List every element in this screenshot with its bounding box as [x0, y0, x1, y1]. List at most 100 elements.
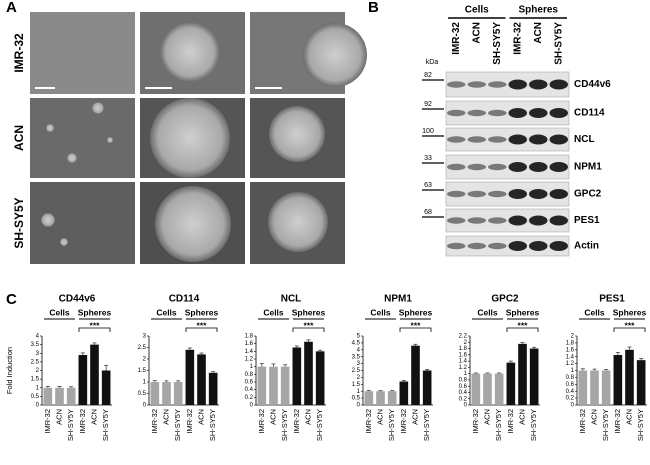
bar: [483, 373, 492, 405]
x-tick-label: IMR-32: [613, 409, 622, 434]
x-tick-label: IMR-32: [364, 409, 373, 434]
band: [549, 108, 568, 118]
group-label: Spheres: [399, 307, 433, 317]
y-tick-label: 5: [357, 334, 361, 340]
western-blot: Cells Spheres IMR-32 ACN SH-SY5Y IMR-32 ACN SH-…: [422, 5, 611, 257]
y-tick-label: 0.4: [566, 389, 575, 395]
band: [529, 241, 548, 251]
x-tick-label: IMR-32: [78, 409, 87, 434]
blot-strip: [445, 71, 570, 98]
y-tick-label: 1: [357, 389, 361, 395]
group-label: Cells: [584, 307, 605, 317]
x-tick-label: IMR-32: [43, 409, 52, 434]
band: [467, 136, 486, 143]
y-tick-label: 1.4: [459, 359, 468, 365]
x-tick-label: SH-SY5Y: [601, 409, 610, 441]
band: [467, 217, 486, 224]
y-tick-label: 2: [571, 334, 575, 340]
group-label: Spheres: [292, 307, 326, 317]
bar: [601, 370, 611, 405]
band: [508, 162, 527, 172]
bar: [636, 360, 646, 405]
kda-marker: 33: [424, 155, 432, 162]
band: [549, 134, 568, 145]
y-tick-label: 1.2: [459, 365, 468, 371]
x-tick-label: SH-SY5Y: [422, 409, 431, 441]
y-tick-label: 1.6: [566, 347, 575, 353]
bar: [315, 351, 325, 405]
y-tick-label: 0: [464, 403, 468, 409]
band: [467, 242, 486, 250]
y-tick-label: 0.5: [31, 394, 40, 400]
band: [508, 134, 527, 145]
x-tick-label: IMR-32: [150, 409, 159, 434]
lane-label: IMR-32: [512, 22, 523, 55]
significance: ***: [518, 320, 529, 330]
bar: [625, 349, 634, 405]
chart-title: PES1: [599, 294, 625, 305]
x-tick-label: IMR-32: [399, 409, 408, 434]
significance-bracket: [185, 327, 218, 332]
bar: [590, 370, 599, 405]
protein-label: GPC2: [574, 189, 602, 200]
band: [549, 79, 568, 90]
y-tick-label: 1: [36, 385, 40, 391]
y-tick-label: 1.8: [245, 334, 254, 340]
bar: [197, 354, 206, 405]
band: [467, 163, 486, 171]
band: [447, 136, 466, 143]
band: [549, 215, 568, 226]
x-tick-label: IMR-32: [471, 409, 480, 434]
y-axis-label: Fold Induction: [5, 347, 14, 394]
bar: [78, 354, 88, 405]
y-tick-label: 2.5: [138, 345, 147, 351]
bar: [518, 343, 527, 405]
y-tick-label: 3: [36, 351, 40, 357]
y-tick-label: 1: [571, 368, 575, 374]
y-tick-label: 0.8: [459, 377, 468, 383]
bar: [387, 391, 397, 405]
significance-bracket: [78, 327, 111, 332]
y-tick-label: 2.5: [352, 368, 361, 374]
y-tick-label: 1.8: [459, 346, 468, 352]
group-label: Cells: [465, 5, 489, 16]
blot-strip: [445, 181, 570, 207]
band: [488, 109, 507, 117]
x-tick-label: IMR-32: [578, 409, 587, 434]
x-tick-label: SH-SY5Y: [208, 409, 217, 441]
y-tick-label: 0: [36, 403, 40, 409]
significance: ***: [304, 320, 315, 330]
x-tick-label: SH-SY5Y: [636, 409, 645, 441]
x-tick-label: SH-SY5Y: [280, 409, 289, 441]
blot-strip: [445, 154, 570, 180]
band: [508, 189, 527, 199]
band: [447, 242, 466, 250]
x-tick-label: ACN: [54, 409, 63, 425]
panel-label: C: [6, 291, 17, 308]
protein-label: PES1: [574, 215, 600, 226]
y-tick-label: 0.8: [566, 375, 575, 381]
panel-label: B: [368, 0, 379, 16]
bar: [506, 362, 516, 405]
x-tick-label: ACN: [268, 409, 277, 425]
band: [549, 241, 568, 251]
y-tick-label: 3: [357, 361, 361, 367]
band: [488, 81, 507, 88]
y-tick-label: 0: [571, 403, 575, 409]
x-tick-label: ACN: [161, 409, 170, 425]
bar: [173, 382, 183, 405]
y-tick-label: 2: [143, 357, 147, 363]
bar: [494, 373, 504, 405]
y-tick-label: 2.2: [459, 334, 468, 340]
significance: ***: [197, 320, 208, 330]
band: [529, 162, 548, 172]
y-tick-label: 1.2: [245, 357, 254, 363]
x-tick-label: SH-SY5Y: [101, 409, 110, 441]
protein-label: NPM1: [574, 162, 602, 173]
chart-title: CD44v6: [59, 294, 96, 305]
band: [488, 190, 507, 198]
bar: [185, 349, 195, 405]
band: [508, 241, 527, 251]
y-tick-label: 0: [250, 403, 254, 409]
group-label: Cells: [477, 307, 498, 317]
